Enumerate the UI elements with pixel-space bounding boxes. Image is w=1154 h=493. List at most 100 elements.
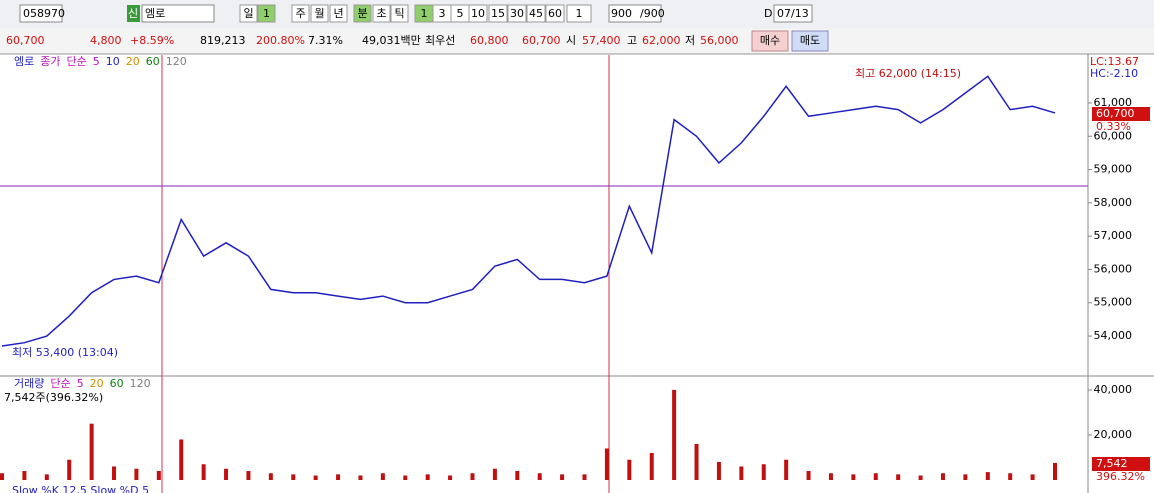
range-max: /900 — [640, 7, 665, 20]
quote-best-label: 최우선 — [425, 34, 455, 47]
volume-bar — [604, 448, 609, 480]
button[interactable] — [291, 4, 310, 23]
volume-bar — [156, 470, 161, 480]
stock-name: 엠로 — [145, 7, 165, 20]
volume-bar — [1030, 474, 1035, 480]
volume-bar — [268, 473, 273, 480]
quote-vol-ratio: 200.80% — [256, 34, 305, 47]
quote-rate: +8.59% — [130, 34, 174, 47]
legend-item: 10 — [106, 55, 120, 68]
sell-button[interactable] — [791, 30, 829, 52]
volume-bar — [448, 475, 453, 480]
button-label: 틱 — [394, 7, 404, 20]
volume-bar — [1008, 473, 1013, 480]
volume-bar — [380, 473, 385, 480]
button[interactable] — [353, 4, 372, 23]
legend-item: 거래량 — [14, 377, 44, 390]
button-label: 월 — [314, 7, 324, 20]
volume-bar — [582, 474, 587, 480]
volume-bar — [470, 473, 475, 480]
volume-bar — [22, 470, 27, 480]
y-tick-label: 57,000 — [1094, 229, 1133, 242]
code-input[interactable] — [19, 4, 63, 23]
button-label: 10 — [471, 7, 485, 20]
button-label: 년 — [333, 7, 343, 20]
button-label: 30 — [510, 7, 524, 20]
volume-bar — [224, 468, 229, 480]
volume-bar — [134, 468, 139, 480]
volume-bar — [963, 474, 968, 480]
button[interactable] — [468, 4, 488, 23]
button[interactable] — [372, 4, 391, 23]
volume-bar — [694, 443, 699, 480]
y-tick-label: 60,000 — [1094, 129, 1133, 142]
button[interactable] — [390, 4, 409, 23]
button-label: 1 — [576, 7, 583, 20]
name-input[interactable] — [141, 4, 215, 23]
volume-last-box — [1092, 457, 1150, 471]
legend-item: 120 — [130, 377, 151, 390]
volume-bar — [672, 389, 677, 480]
volume-bar — [739, 466, 744, 480]
button[interactable] — [566, 4, 592, 23]
last-rate: 0.33% — [1096, 120, 1131, 133]
buy-button[interactable] — [751, 30, 789, 52]
button-label: 일 — [243, 6, 253, 20]
high-label: 최고 62,000 (14:15) — [855, 67, 961, 80]
date-input[interactable] — [773, 4, 813, 23]
range-input[interactable] — [608, 4, 662, 23]
button[interactable] — [488, 4, 508, 23]
volume-bar — [112, 466, 117, 480]
last-box — [1092, 107, 1150, 121]
price-line — [1, 75, 1056, 347]
legend-item: 60 — [110, 377, 124, 390]
button-label: 15 — [491, 7, 505, 20]
quote-price: 60,700 — [6, 34, 45, 47]
y-tick-label: 20,000 — [1094, 428, 1133, 441]
lc-label: LC:13.67 — [1090, 55, 1139, 68]
button[interactable] — [310, 4, 329, 23]
buy-label: 매수 — [760, 34, 780, 47]
volume-bar — [67, 459, 72, 480]
quote-open: 57,400 — [582, 34, 621, 47]
quote-low: 56,000 — [700, 34, 739, 47]
button-label: 1 — [263, 7, 270, 20]
volume-bar — [873, 473, 878, 480]
volume-bar — [201, 464, 206, 480]
volume-bar — [1053, 463, 1057, 480]
button[interactable] — [239, 4, 258, 23]
button-label: 60 — [548, 7, 562, 20]
quote-volume: 819,213 — [200, 34, 246, 47]
volume-bar — [403, 475, 408, 480]
legend-item: 20 — [90, 377, 104, 390]
button[interactable] — [545, 4, 565, 23]
legend-item: 20 — [126, 55, 140, 68]
quote-low-label: 저 — [685, 34, 695, 47]
quote-bid: 60,700 — [522, 34, 561, 47]
next-indicator: Slow %K 12,5 Slow %D 5 — [12, 484, 149, 493]
volume-bar — [246, 470, 251, 480]
legend-item: 단순 — [50, 377, 70, 390]
low-label: 최저 53,400 (13:04) — [12, 346, 118, 359]
button[interactable] — [329, 4, 348, 23]
volume-bar — [537, 473, 542, 480]
legend-item: 엠로 — [14, 55, 34, 68]
volume-bar — [985, 472, 990, 480]
volume-bar — [761, 464, 766, 480]
y-tick-label: 56,000 — [1094, 262, 1133, 275]
quote-change: 4,800 — [90, 34, 122, 47]
y-tick-label: 54,000 — [1094, 329, 1133, 342]
quote-ask: 60,800 — [470, 34, 509, 47]
button-label: 3 — [439, 7, 446, 20]
badge: 신 — [128, 7, 138, 20]
volume-bar — [851, 474, 856, 480]
volume-bar — [0, 473, 4, 480]
button[interactable] — [507, 4, 527, 23]
quote-high: 62,000 — [642, 34, 681, 47]
volume-bar — [560, 474, 565, 480]
button[interactable] — [526, 4, 546, 23]
volume-bar — [940, 473, 945, 480]
quote-amount: 49,031백만 — [362, 34, 421, 47]
button[interactable] — [257, 4, 276, 23]
